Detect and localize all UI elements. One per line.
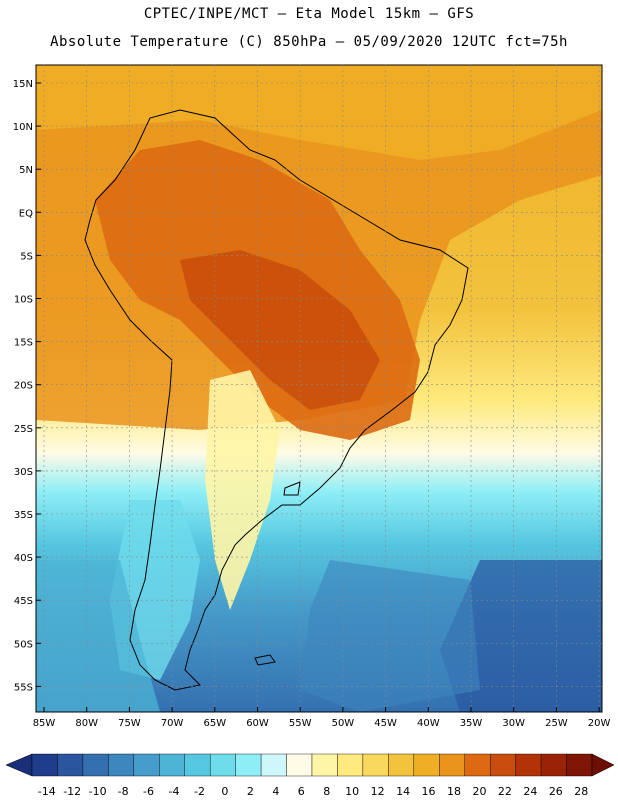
colorbar-tick-label: 2 [247,785,254,798]
colorbar-swatch [489,753,516,777]
colorbar-swatch [388,753,415,777]
colorbar-tick-label: 24 [523,785,537,798]
colorbar-tick-label: 26 [549,785,563,798]
colorbar-tick-label: -14 [38,785,56,798]
lat-label: 10N [13,122,33,133]
lon-label: 75W [118,718,141,729]
colorbar-swatch [362,753,389,777]
colorbar-swatch [515,753,542,777]
colorbar-tick-label: 28 [574,785,588,798]
lon-label: 65W [203,718,226,729]
lat-label: 50S [14,639,33,650]
latitude-labels: 15N 10N 5N EQ 5S 10S 15S 20S 25S 30S 35S 40S 45S 50S 5… [13,79,33,693]
lon-label: 20W [588,718,611,729]
colorbar-tick-label: 20 [472,785,486,798]
colorbar-swatch [260,753,287,777]
colorbar-swatch [31,753,58,777]
colorbar-tick-label: 8 [323,785,330,798]
colorbar-swatch [82,753,109,777]
colorbar-over-arrow [591,753,615,777]
colorbar-swatch [540,753,567,777]
colorbar-swatch [413,753,440,777]
longitude-labels: 85W 80W 75W 70W 65W 60W 55W 50W 45W 40W 35W 30W 25W 2… [33,718,611,729]
colorbar-swatch [286,753,313,777]
colorbar-swatch [133,753,160,777]
lat-label: 40S [14,553,33,564]
colorbar-swatch [566,753,593,777]
lat-label: 15S [14,338,33,349]
colorbar-tick-label: 22 [498,785,512,798]
colorbar-tick-label: -4 [169,785,180,798]
lon-label: 35W [460,718,483,729]
lat-label: 35S [14,510,33,521]
colorbar-swatch [439,753,465,777]
lat-label: 45S [14,596,33,607]
lon-label: 80W [75,718,98,729]
colorbar-tick-label: 4 [272,785,279,798]
lat-label: 10S [14,295,33,306]
colorbar-tick-label: -12 [63,785,81,798]
colorbar-swatch [311,753,338,777]
colorbar-tick-label: 0 [221,785,228,798]
lat-label: 55S [14,682,33,693]
colorbar: -14 -12 -10 -8 -6 -4 -2 0 2 4 6 8 10 12 14 16 18 20 22 24 26… [5,753,615,798]
colorbar-tick-label: 6 [298,785,305,798]
lon-label: 70W [161,718,184,729]
colorbar-swatch [337,753,364,777]
colorbar-tick-label: -2 [194,785,205,798]
graticule [36,65,602,712]
lat-label: 25S [14,424,33,435]
lat-label: 5N [19,165,33,176]
lon-label: 85W [33,718,56,729]
temperature-field [36,65,602,712]
colorbar-swatch [159,753,185,777]
colorbar-tick-label: 12 [371,785,385,798]
colorbar-under-arrow [5,753,33,777]
colorbar-swatch [235,753,262,777]
colorbar-swatch [57,753,84,777]
lon-label: 25W [545,718,568,729]
map-frame [35,64,603,713]
lon-label: 55W [289,718,312,729]
colorbar-swatch [209,753,236,777]
chart-title-line-2: Absolute Temperature (C) 850hPa – 05/09/… [50,34,568,50]
lon-label: 30W [502,718,525,729]
coastline [84,109,469,691]
colorbar-tick-label: 14 [396,785,410,798]
lat-label: 20S [14,381,33,392]
lat-label: 15N [13,79,33,90]
colorbar-tick-label: -8 [118,785,129,798]
colorbar-tick-label: -10 [89,785,107,798]
chart-title-line-1: CPTEC/INPE/MCT – Eta Model 15km – GFS [143,6,475,22]
colorbar-tick-label: 18 [447,785,461,798]
colorbar-swatch [108,753,135,777]
colorbar-swatch [184,753,211,777]
lon-label: 50W [332,718,355,729]
lon-label: 45W [374,718,397,729]
colorbar-swatch [464,753,491,777]
colorbar-tick-label: 16 [422,785,436,798]
colorbar-tick-label: 10 [345,785,359,798]
lon-label: 60W [246,718,269,729]
colorbar-tick-label: -6 [143,785,154,798]
lon-label: 40W [417,718,440,729]
lat-label: 30S [14,467,33,478]
lat-label: EQ [19,208,33,219]
lat-label: 5S [20,251,33,262]
